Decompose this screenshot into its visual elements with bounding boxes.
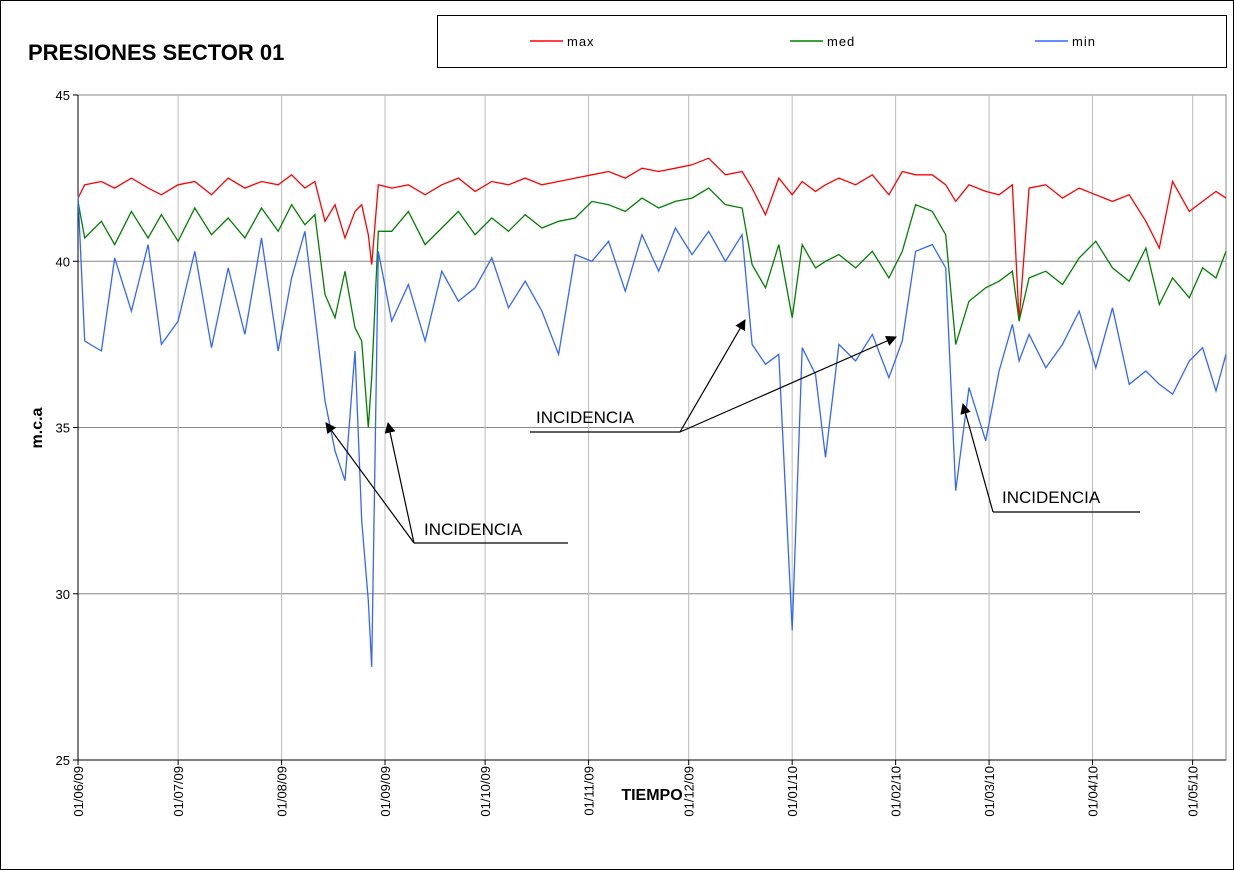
x-tick-label: 01/07/09 xyxy=(171,766,186,817)
x-tick-label: 01/01/10 xyxy=(785,766,800,817)
annotation: INCIDENCIA xyxy=(424,520,523,539)
x-tick-label: 01/12/09 xyxy=(682,766,697,817)
y-axis-title: m.c.a xyxy=(29,407,46,448)
y-tick-label: 30 xyxy=(56,587,70,602)
x-tick-label: 01/03/10 xyxy=(982,766,997,817)
legend-label: min xyxy=(1072,34,1096,49)
series-line xyxy=(77,194,1227,667)
x-tick-label: 01/11/09 xyxy=(582,766,597,816)
x-tick-label: 01/10/09 xyxy=(478,766,493,817)
annotation-arrows xyxy=(325,319,1140,544)
series-line xyxy=(77,187,1227,428)
annotation: INCIDENCIA xyxy=(536,408,635,427)
y-tick-label: 45 xyxy=(56,88,70,103)
y-tick-label: 40 xyxy=(56,254,70,269)
x-tick-label: 01/06/09 xyxy=(71,766,86,817)
x-tick-label: 01/02/10 xyxy=(889,766,904,817)
annotation: INCIDENCIA xyxy=(1002,488,1101,507)
x-tick-label: 01/08/09 xyxy=(275,766,290,817)
x-tick-label: 01/05/10 xyxy=(1186,766,1201,817)
x-tick-label: 01/04/10 xyxy=(1086,766,1101,817)
y-tick-label: 35 xyxy=(56,421,70,436)
y-tick-label: 25 xyxy=(56,753,70,768)
x-axis-title: TIEMPO xyxy=(621,787,682,804)
chart-title: PRESIONES SECTOR 01 xyxy=(28,40,284,65)
legend-label: max xyxy=(567,34,595,49)
series-line xyxy=(77,157,1227,322)
legend-label: med xyxy=(827,34,855,49)
legend-box xyxy=(437,15,1227,68)
x-tick-label: 01/09/09 xyxy=(378,766,393,817)
